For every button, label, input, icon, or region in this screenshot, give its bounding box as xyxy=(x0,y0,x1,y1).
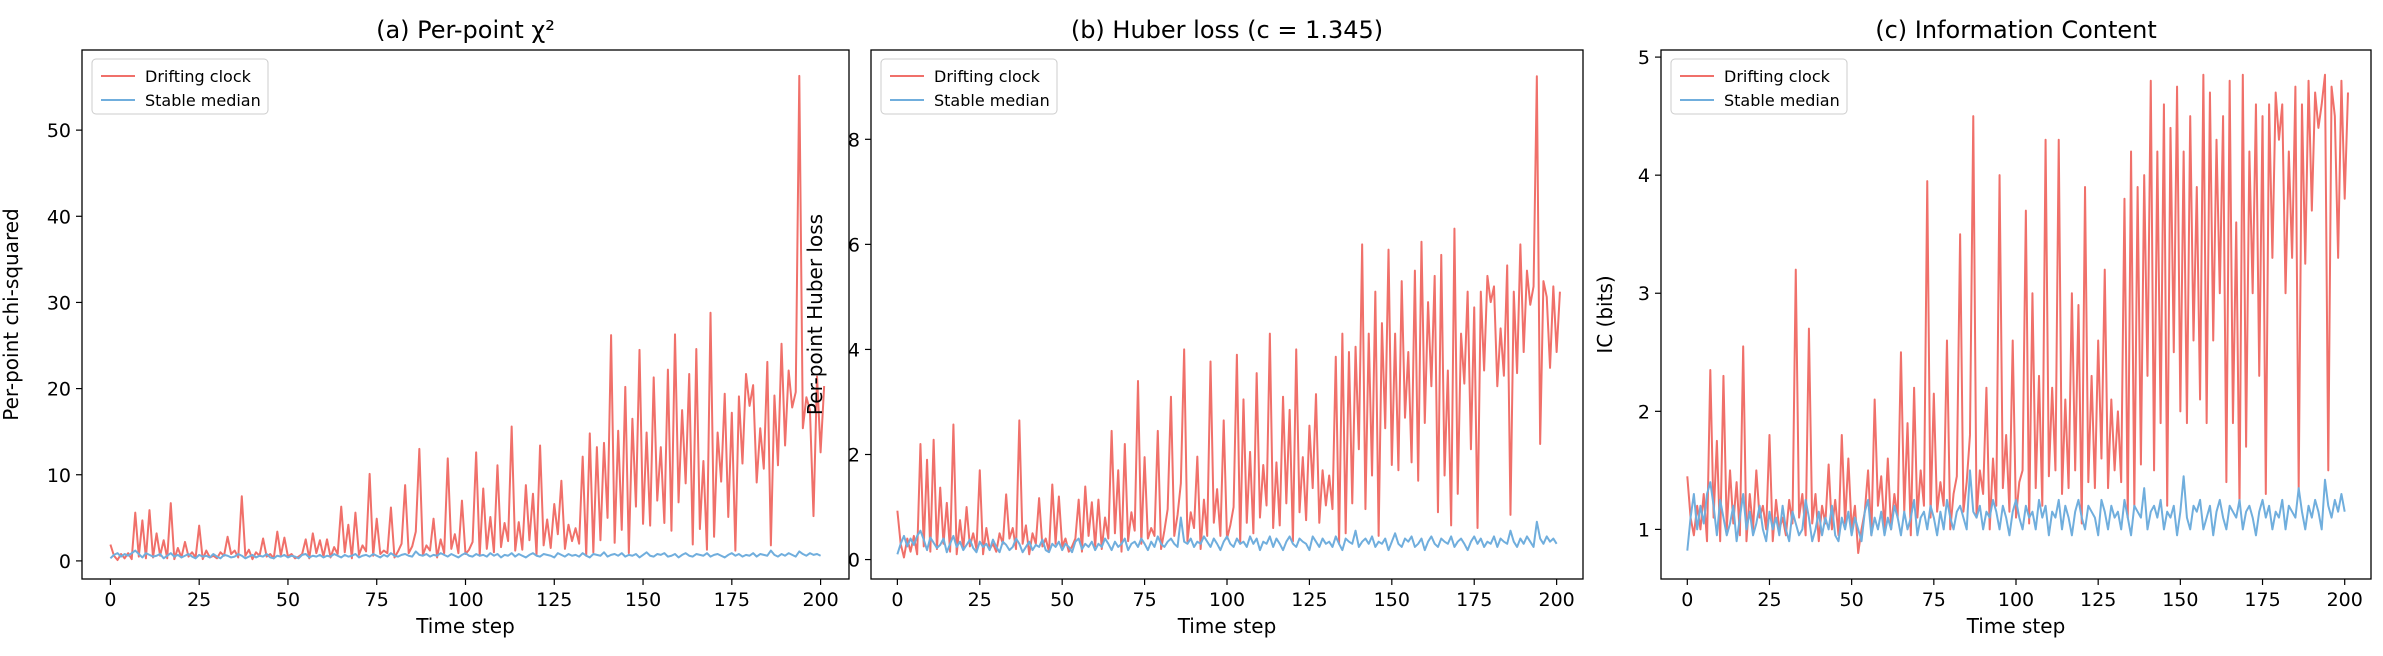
chart-title: (c) Information Content xyxy=(1875,16,2157,44)
series-line-drifting-clock xyxy=(109,74,826,562)
y-tick-label: 4 xyxy=(848,339,860,361)
x-tick-label: 175 xyxy=(1456,589,1492,611)
y-tick-label: 0 xyxy=(848,550,860,572)
x-tick-label: 50 xyxy=(1840,589,1864,611)
legend: Drifting clock Stable median xyxy=(880,58,1058,115)
x-tick-label: 100 xyxy=(1209,589,1245,611)
y-tick-label: 10 xyxy=(47,465,71,487)
y-axis-label: IC (bits) xyxy=(1593,275,1617,353)
x-tick-label: 175 xyxy=(714,589,750,611)
x-tick-label: 0 xyxy=(1681,589,1693,611)
x-tick-label: 75 xyxy=(1922,589,1946,611)
y-tick-label: 5 xyxy=(1638,47,1650,69)
y-tick-label: 30 xyxy=(47,292,71,314)
series-line-drifting-clock xyxy=(896,75,1561,559)
legend-label-drifting-clock: Drifting clock xyxy=(934,67,1041,86)
x-tick-label: 25 xyxy=(1757,589,1781,611)
legend-label-stable-median: Stable median xyxy=(1724,91,1840,110)
y-tick-label: 1 xyxy=(1638,519,1650,541)
x-tick-label: 150 xyxy=(2162,589,2198,611)
x-tick-label: 200 xyxy=(2327,589,2363,611)
x-tick-label: 125 xyxy=(2080,589,2116,611)
series-line-stable-median xyxy=(896,516,1558,555)
x-tick-label: 75 xyxy=(1132,589,1156,611)
legend-label-stable-median: Stable median xyxy=(145,91,261,110)
x-tick-label: 50 xyxy=(1050,589,1074,611)
x-tick-label: 25 xyxy=(187,589,211,611)
legend: Drifting clock Stable median xyxy=(91,58,269,115)
x-tick-label: 75 xyxy=(365,589,389,611)
chart-panel-0: 0 25 50 75 100 125 150 175 200 0 10 20 30 40 50 (a) Per… xyxy=(0,16,850,638)
y-tick-label: 4 xyxy=(1638,165,1650,187)
y-tick-label: 20 xyxy=(47,379,71,401)
y-axis-label: Per-point Huber loss xyxy=(803,214,827,415)
x-tick-label: 200 xyxy=(1538,589,1574,611)
chart-title: (a) Per-point χ² xyxy=(376,16,555,44)
x-axis-label: Time step xyxy=(1966,614,2066,638)
y-tick-label: 0 xyxy=(59,551,71,573)
x-axis-label: Time step xyxy=(415,614,515,638)
legend-box xyxy=(1670,58,1848,115)
x-tick-label: 125 xyxy=(1291,589,1327,611)
legend-label-drifting-clock: Drifting clock xyxy=(1724,67,1831,86)
chart-title: (b) Huber loss (c = 1.345) xyxy=(1071,16,1383,44)
legend-label-drifting-clock: Drifting clock xyxy=(145,67,252,86)
y-axis-label: Per-point chi-squared xyxy=(0,208,23,420)
x-tick-label: 0 xyxy=(891,589,903,611)
series-line-stable-median xyxy=(1686,469,2346,551)
x-tick-label: 200 xyxy=(802,589,838,611)
series-line-drifting-clock xyxy=(1686,73,2349,555)
y-tick-label: 8 xyxy=(848,129,860,151)
x-tick-label: 150 xyxy=(625,589,661,611)
x-axis-label: Time step xyxy=(1177,614,1277,638)
y-tick-label: 6 xyxy=(848,234,860,256)
x-tick-label: 125 xyxy=(536,589,572,611)
chart-panel-2: 0 25 50 75 100 125 150 175 200 1 2 3 4 5 (c) Informati… xyxy=(1593,16,2372,638)
x-tick-label: 100 xyxy=(447,589,483,611)
x-tick-label: 50 xyxy=(276,589,300,611)
series-line-stable-median xyxy=(109,549,822,560)
x-tick-label: 100 xyxy=(1998,589,2034,611)
legend-box xyxy=(880,58,1058,115)
x-tick-label: 175 xyxy=(2244,589,2280,611)
legend: Drifting clock Stable median xyxy=(1670,58,1848,115)
y-tick-label: 2 xyxy=(1638,401,1650,423)
legend-box xyxy=(91,58,269,115)
y-tick-label: 2 xyxy=(848,444,860,466)
y-tick-label: 50 xyxy=(47,120,71,142)
y-tick-label: 3 xyxy=(1638,283,1650,305)
x-tick-label: 150 xyxy=(1374,589,1410,611)
chart-panel-1: 0 25 50 75 100 125 150 175 200 0 2 4 6 8 (b) Huber los… xyxy=(803,16,1584,638)
legend-label-stable-median: Stable median xyxy=(934,91,1050,110)
x-tick-label: 25 xyxy=(968,589,992,611)
x-tick-label: 0 xyxy=(104,589,116,611)
y-tick-label: 40 xyxy=(47,206,71,228)
